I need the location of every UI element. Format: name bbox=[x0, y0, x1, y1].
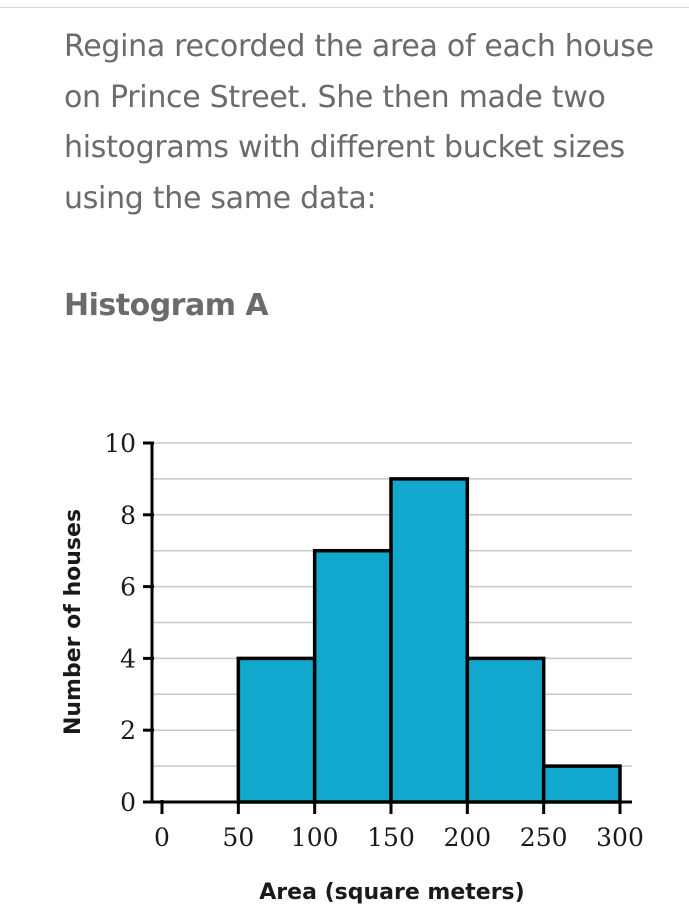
histogram-bar bbox=[312, 548, 393, 804]
histogram-bar bbox=[541, 764, 622, 804]
y-tick-label: 10 bbox=[104, 429, 136, 458]
histogram-bar bbox=[465, 656, 546, 804]
y-tick-label: 2 bbox=[120, 716, 136, 745]
x-tick-label: 50 bbox=[222, 823, 254, 852]
histogram-bar bbox=[389, 477, 470, 804]
x-tick-label: 250 bbox=[520, 823, 568, 852]
x-axis-title: Area (square meters) bbox=[259, 880, 524, 905]
x-tick-label: 300 bbox=[596, 823, 644, 852]
histogram-title: Histogram A bbox=[64, 288, 269, 323]
y-tick-labels: 0 2 4 6 8 10 bbox=[104, 429, 136, 817]
x-tick-label: 200 bbox=[443, 823, 491, 852]
histogram-bar bbox=[236, 656, 317, 804]
y-tick-label: 4 bbox=[120, 644, 136, 673]
histogram-bars bbox=[236, 477, 622, 804]
y-tick-label: 6 bbox=[120, 573, 136, 602]
x-tick-label: 150 bbox=[367, 823, 415, 852]
x-tick-label: 100 bbox=[291, 823, 339, 852]
question-text: Regina recorded the area of each house o… bbox=[64, 29, 654, 216]
top-divider bbox=[0, 7, 689, 8]
x-tick-label: 0 bbox=[154, 823, 170, 852]
x-tick-labels: 0 50 100 150 200 250 300 bbox=[154, 823, 644, 852]
y-axis-title: Number of houses bbox=[61, 509, 86, 735]
y-tick-label: 0 bbox=[120, 788, 136, 817]
y-tick-label: 8 bbox=[120, 501, 136, 530]
axes bbox=[143, 441, 632, 814]
